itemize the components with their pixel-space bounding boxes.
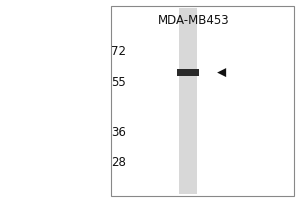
Bar [177, 69, 199, 76]
Text: 28: 28 [111, 156, 126, 169]
Text: 36: 36 [111, 126, 126, 139]
Bar [111, 6, 294, 196]
Text: MDA-MB453: MDA-MB453 [158, 14, 229, 27]
Polygon shape [217, 68, 226, 77]
Text: 72: 72 [111, 45, 126, 58]
Text: 55: 55 [111, 76, 126, 89]
Bar [179, 8, 197, 194]
